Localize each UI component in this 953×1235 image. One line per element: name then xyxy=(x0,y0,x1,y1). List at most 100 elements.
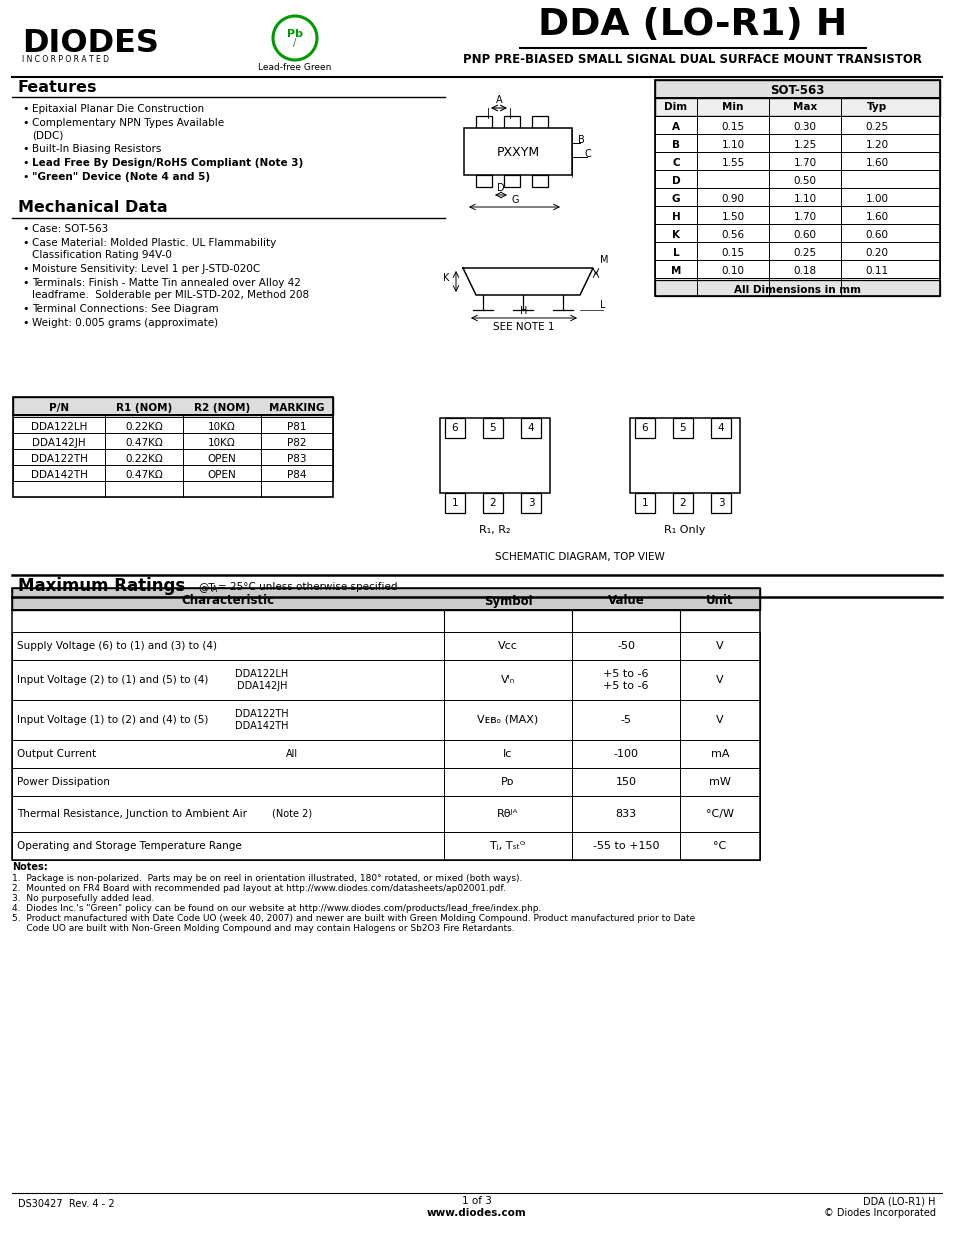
Text: M: M xyxy=(599,254,608,266)
Text: Operating and Storage Temperature Range: Operating and Storage Temperature Range xyxy=(17,841,241,851)
Text: DDA (LO-R1) H: DDA (LO-R1) H xyxy=(537,7,846,43)
Text: 0.20: 0.20 xyxy=(864,248,887,258)
Text: 0.22KΩ: 0.22KΩ xyxy=(125,422,163,432)
Text: •: • xyxy=(22,158,29,168)
Text: mW: mW xyxy=(708,777,730,787)
Text: DS30427  Rev. 4 - 2: DS30427 Rev. 4 - 2 xyxy=(18,1199,114,1209)
Text: Supply Voltage (6) to (1) and (3) to (4): Supply Voltage (6) to (1) and (3) to (4) xyxy=(17,641,216,651)
Text: Lead Free By Design/RoHS Compliant (Note 3): Lead Free By Design/RoHS Compliant (Note… xyxy=(32,158,303,168)
Text: 0.47KΩ: 0.47KΩ xyxy=(125,471,163,480)
Bar xyxy=(532,175,547,186)
Text: 2.  Mounted on FR4 Board with recommended pad layout at http://www.diodes.com/da: 2. Mounted on FR4 Board with recommended… xyxy=(12,884,505,893)
Text: Features: Features xyxy=(18,80,97,95)
Bar xyxy=(655,170,939,188)
Text: P82: P82 xyxy=(287,438,307,448)
Text: 1.  Package is non-polarized.  Parts may be on reel in orientation illustrated, : 1. Package is non-polarized. Parts may b… xyxy=(12,874,522,883)
Bar xyxy=(13,466,333,480)
Text: Input Voltage (2) to (1) and (5) to (4): Input Voltage (2) to (1) and (5) to (4) xyxy=(17,676,208,685)
Text: 0.50: 0.50 xyxy=(793,177,816,186)
Text: I N C O R P O R A T E D: I N C O R P O R A T E D xyxy=(22,56,109,64)
Text: 4: 4 xyxy=(717,424,723,433)
Text: -5: -5 xyxy=(619,715,631,725)
Text: 1.70: 1.70 xyxy=(793,158,816,168)
Text: 10KΩ: 10KΩ xyxy=(208,438,235,448)
Text: 0.56: 0.56 xyxy=(720,230,743,240)
Bar xyxy=(503,116,519,128)
Text: •: • xyxy=(22,304,29,314)
Bar xyxy=(503,175,519,186)
Bar xyxy=(482,417,502,438)
Text: Mechanical Data: Mechanical Data xyxy=(18,200,168,215)
Text: 0.22KΩ: 0.22KΩ xyxy=(125,454,163,464)
Text: Thermal Resistance, Junction to Ambient Air: Thermal Resistance, Junction to Ambient … xyxy=(17,809,247,819)
Text: 2: 2 xyxy=(489,498,496,508)
Bar xyxy=(12,588,760,610)
Text: •: • xyxy=(22,278,29,288)
Text: •: • xyxy=(22,238,29,248)
Bar xyxy=(12,700,760,740)
Text: All: All xyxy=(286,748,297,760)
Text: °C/W: °C/W xyxy=(705,809,733,819)
Text: •: • xyxy=(22,104,29,114)
Bar xyxy=(13,396,333,415)
Text: Classification Rating 94V-0: Classification Rating 94V-0 xyxy=(32,249,172,261)
Bar xyxy=(672,493,692,513)
Text: 833: 833 xyxy=(615,809,636,819)
Text: 5.  Product manufactured with Date Code UO (week 40, 2007) and newer are built w: 5. Product manufactured with Date Code U… xyxy=(12,914,695,923)
Text: -100: -100 xyxy=(613,748,638,760)
Text: R₁, R₂: R₁, R₂ xyxy=(478,525,510,535)
Text: DDA142TH: DDA142TH xyxy=(30,471,88,480)
Text: 3: 3 xyxy=(717,498,723,508)
Text: 5: 5 xyxy=(489,424,496,433)
Text: Rθᴶᴬ: Rθᴶᴬ xyxy=(497,809,518,819)
Text: PXXYM: PXXYM xyxy=(496,147,539,159)
Bar xyxy=(655,135,939,152)
Text: @T: @T xyxy=(198,582,214,592)
Bar xyxy=(520,493,540,513)
Text: A: A xyxy=(496,95,502,105)
Text: 0.60: 0.60 xyxy=(793,230,816,240)
Text: Terminal Connections: See Diagram: Terminal Connections: See Diagram xyxy=(32,304,218,314)
Bar xyxy=(13,450,333,466)
Bar xyxy=(655,98,939,116)
Text: +5 to -6: +5 to -6 xyxy=(602,669,648,679)
Text: L: L xyxy=(672,248,679,258)
Bar xyxy=(476,175,492,186)
Bar xyxy=(463,128,572,175)
Text: 4: 4 xyxy=(527,424,534,433)
Text: 1: 1 xyxy=(451,498,457,508)
Bar xyxy=(629,417,740,493)
Text: Dim: Dim xyxy=(663,103,687,112)
Text: P84: P84 xyxy=(287,471,307,480)
Text: B: B xyxy=(578,135,584,144)
Text: DDA122LH: DDA122LH xyxy=(30,422,87,432)
Text: 1 of 3: 1 of 3 xyxy=(461,1195,492,1207)
Text: 2: 2 xyxy=(679,498,685,508)
Bar xyxy=(444,493,464,513)
Text: Complementary NPN Types Available: Complementary NPN Types Available xyxy=(32,119,224,128)
Bar xyxy=(655,261,939,278)
Bar xyxy=(635,417,655,438)
Bar xyxy=(655,224,939,242)
Text: mA: mA xyxy=(710,748,728,760)
Text: Terminals: Finish - Matte Tin annealed over Alloy 42: Terminals: Finish - Matte Tin annealed o… xyxy=(32,278,300,288)
Text: H: H xyxy=(671,212,679,222)
Text: PNP PRE-BIASED SMALL SIGNAL DUAL SURFACE MOUNT TRANSISTOR: PNP PRE-BIASED SMALL SIGNAL DUAL SURFACE… xyxy=(463,53,922,65)
Text: DDA122TH: DDA122TH xyxy=(30,454,88,464)
Bar xyxy=(12,797,760,832)
Text: 1.55: 1.55 xyxy=(720,158,744,168)
Text: Power Dissipation: Power Dissipation xyxy=(17,777,110,787)
Text: DDA122LH: DDA122LH xyxy=(235,669,289,679)
Bar xyxy=(12,632,760,659)
Text: DDA (LO-R1) H: DDA (LO-R1) H xyxy=(862,1195,935,1207)
Text: 1.10: 1.10 xyxy=(720,140,743,149)
Text: Code UO are built with Non-Green Molding Compound and may contain Halogens or Sb: Code UO are built with Non-Green Molding… xyxy=(12,924,514,932)
Text: Moisture Sensitivity: Level 1 per J-STD-020C: Moisture Sensitivity: Level 1 per J-STD-… xyxy=(32,264,260,274)
Text: C: C xyxy=(672,158,679,168)
Text: 0.47KΩ: 0.47KΩ xyxy=(125,438,163,448)
Text: Vᴇʙₒ (MAX): Vᴇʙₒ (MAX) xyxy=(476,715,538,725)
Text: Pᴅ: Pᴅ xyxy=(500,777,515,787)
Text: Case Material: Molded Plastic. UL Flammability: Case Material: Molded Plastic. UL Flamma… xyxy=(32,238,276,248)
Bar xyxy=(655,80,939,98)
Bar xyxy=(655,98,939,296)
